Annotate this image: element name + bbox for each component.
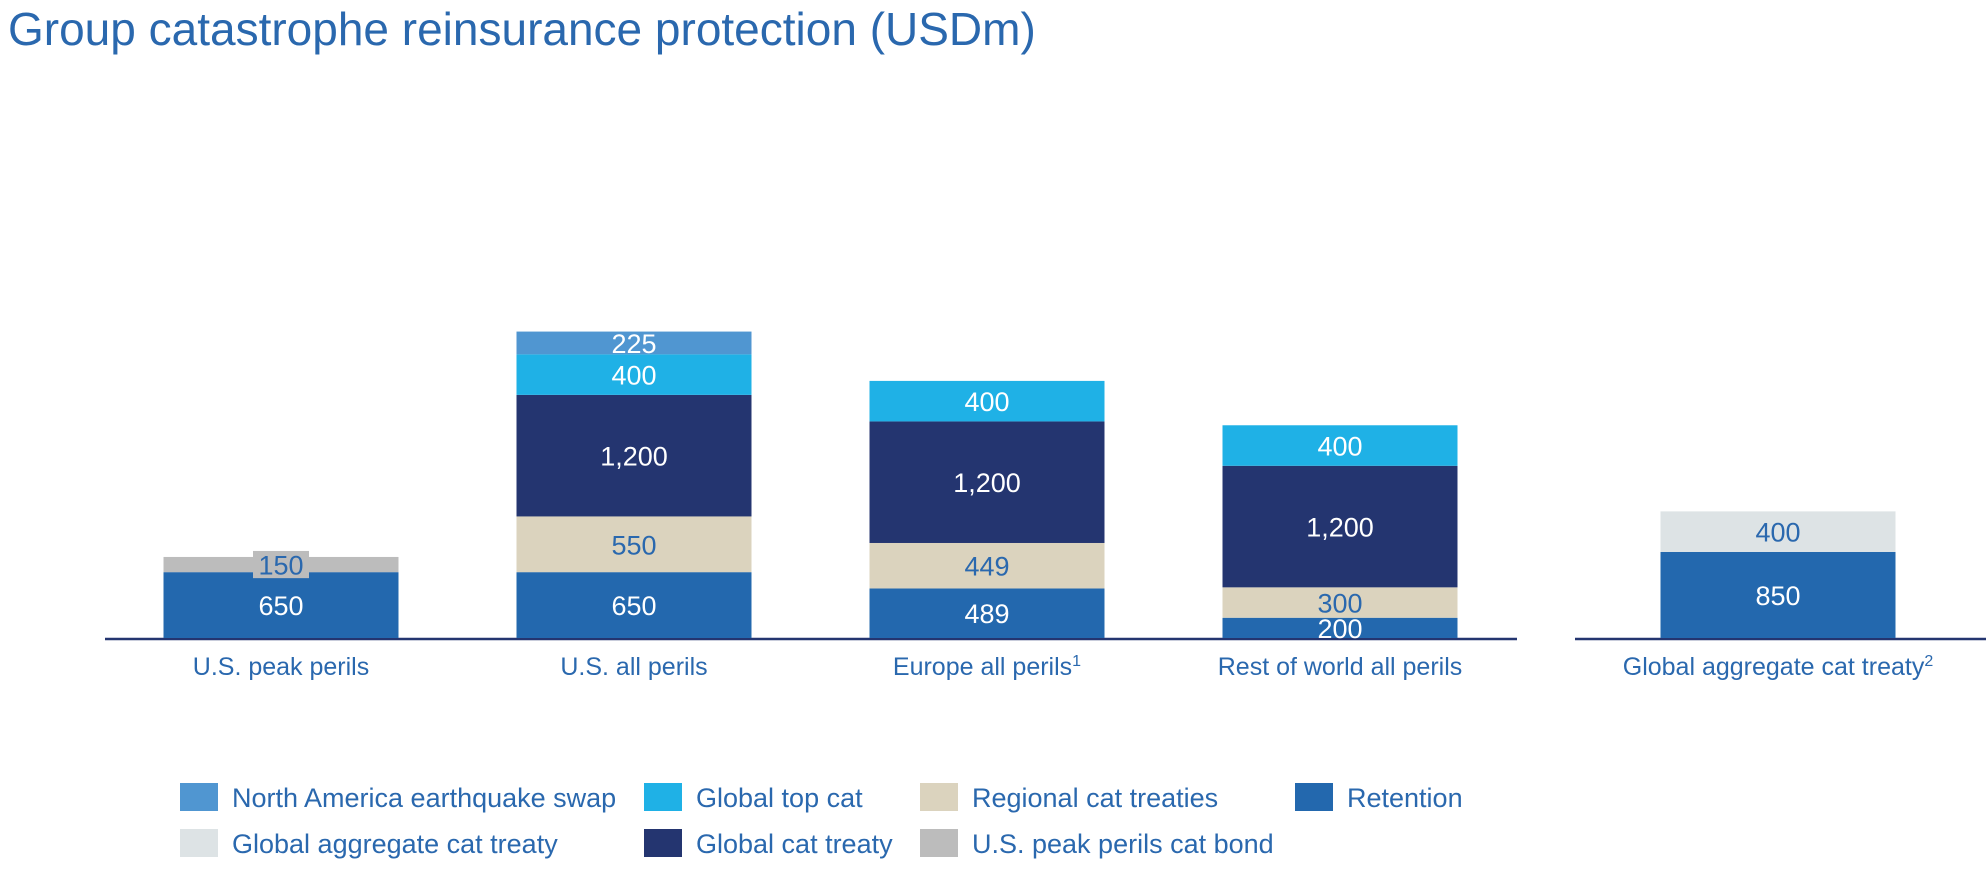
legend-swatch [644,783,682,811]
bar-value-label: 150 [258,551,303,581]
bar-segment [1222,617,1458,638]
legend-swatch [920,783,958,811]
legend-label: U.S. peak perils cat bond [972,829,1274,859]
legend-label: Global cat treaty [696,829,893,859]
bar-segment [1222,465,1458,588]
bar-value-label: 400 [1755,518,1800,548]
legend-label: Retention [1347,783,1463,813]
bar-segment [516,516,752,573]
bar-value-label: 225 [611,329,656,359]
legend-item: Retention [1295,783,1463,813]
legend-item: U.S. peak perils cat bond [920,829,1274,859]
bar-segment [516,394,752,517]
bar-segment [869,421,1105,543]
legend-label: North America earthquake swap [232,783,616,813]
bar-value-label: 850 [1755,581,1800,611]
category-label: Rest of world all perils [1218,653,1463,681]
category-label: U.S. all perils [560,653,707,681]
chart-title: Group catastrophe reinsurance protection… [8,3,1036,55]
bar-value-label: 400 [1317,432,1362,462]
legend-swatch [180,783,218,811]
bar-value-label: 300 [1317,589,1362,619]
bar-value-label: 1,200 [953,468,1021,498]
footnote-marker: 1 [1072,653,1081,670]
legend-label: Global top cat [696,783,863,813]
bar-segment [516,354,752,395]
legend-item: North America earthquake swap [180,783,616,813]
bar-segment [869,380,1105,422]
legend-label: Global aggregate cat treaty [232,829,558,859]
bar-value-label: 650 [258,591,303,621]
bar-segment [1660,511,1896,552]
legend-item: Global top cat [644,783,863,813]
bar-value-label: 1,200 [1306,513,1374,543]
bar-segment-label-tab [253,550,309,579]
bar-segment [869,588,1105,638]
legend-swatch [644,829,682,857]
bar-segment [869,542,1105,589]
bar-segment [163,572,399,638]
category-label: U.S. peak perils [193,653,369,681]
legend-item: Regional cat treaties [920,783,1218,813]
legend-item: Global cat treaty [644,829,893,859]
legend-item: Global aggregate cat treaty [180,829,558,859]
bar-segment [1222,587,1458,618]
bar-segment [516,572,752,638]
bar-value-label: 449 [964,552,1009,582]
legend-swatch [920,829,958,857]
bar-value-label: 200 [1317,614,1362,644]
bar-value-label: 550 [611,530,656,560]
bar-value-label: 400 [964,387,1009,417]
legend-swatch [180,829,218,857]
category-label: Global aggregate cat treaty2 [1623,653,1934,681]
bar-value-label: 1,200 [600,442,668,472]
footnote-marker: 2 [1924,653,1933,670]
bar-segment [516,331,752,355]
bar-value-label: 400 [611,361,656,391]
bar-value-label: 650 [611,591,656,621]
legend-swatch [1295,783,1333,811]
legend-label: Regional cat treaties [972,783,1218,813]
bar-segment [1222,425,1458,466]
category-label: Europe all perils1 [893,653,1081,681]
bar-segment [1660,551,1896,638]
bar-value-label: 489 [964,599,1009,629]
